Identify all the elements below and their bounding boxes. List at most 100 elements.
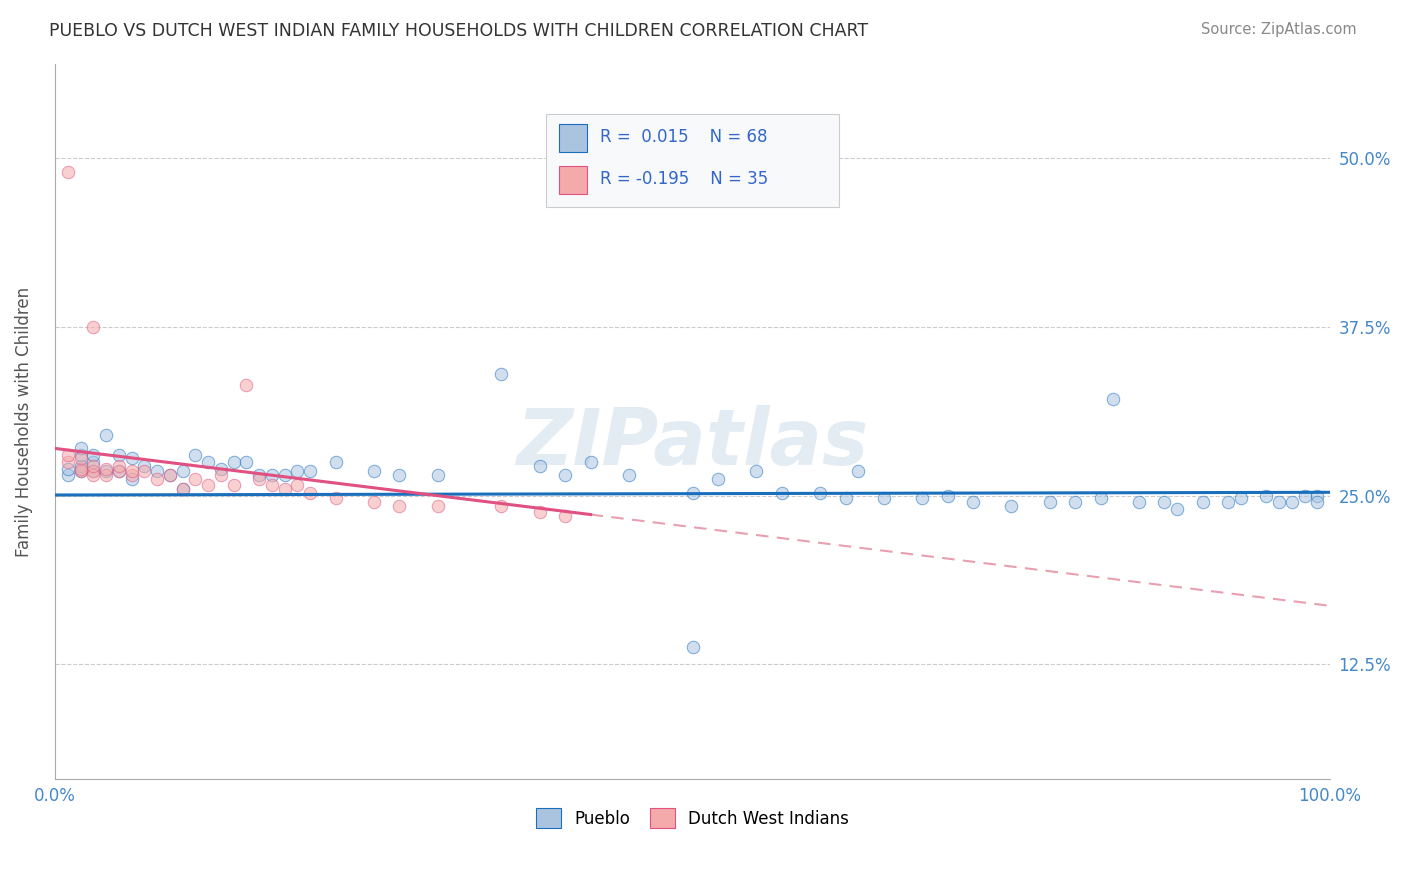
- Point: [260, 478, 283, 492]
- Point: [56, 455, 79, 469]
- Point: [184, 448, 207, 462]
- Point: [159, 468, 181, 483]
- Point: [56, 165, 79, 179]
- Point: [299, 486, 322, 500]
- Point: [529, 505, 551, 519]
- Point: [1102, 392, 1125, 406]
- Point: [1090, 491, 1112, 506]
- Text: R = -0.195    N = 35: R = -0.195 N = 35: [599, 170, 768, 188]
- Point: [235, 455, 257, 469]
- Text: PUEBLO VS DUTCH WEST INDIAN FAMILY HOUSEHOLDS WITH CHILDREN CORRELATION CHART: PUEBLO VS DUTCH WEST INDIAN FAMILY HOUSE…: [49, 22, 869, 40]
- Point: [82, 468, 104, 483]
- Point: [96, 464, 118, 478]
- Point: [159, 468, 181, 483]
- Point: [82, 320, 104, 334]
- Point: [247, 468, 270, 483]
- Point: [1000, 500, 1022, 514]
- Point: [69, 458, 91, 473]
- Point: [108, 464, 131, 478]
- Point: [247, 473, 270, 487]
- Point: [146, 464, 169, 478]
- Point: [197, 455, 219, 469]
- Point: [146, 473, 169, 487]
- Point: [1191, 495, 1213, 509]
- Point: [873, 491, 896, 506]
- Point: [69, 464, 91, 478]
- Point: [808, 486, 831, 500]
- Point: [617, 468, 640, 483]
- Point: [121, 450, 143, 465]
- Point: [121, 464, 143, 478]
- Point: [273, 482, 295, 496]
- Bar: [558, 166, 586, 194]
- Point: [134, 458, 156, 473]
- Point: [388, 468, 411, 483]
- Point: [426, 500, 449, 514]
- Point: [682, 486, 704, 500]
- Point: [529, 458, 551, 473]
- Text: Source: ZipAtlas.com: Source: ZipAtlas.com: [1201, 22, 1357, 37]
- Y-axis label: Family Households with Children: Family Households with Children: [15, 286, 32, 557]
- Point: [1039, 495, 1062, 509]
- Point: [682, 640, 704, 654]
- Point: [962, 495, 984, 509]
- Point: [363, 464, 385, 478]
- Point: [834, 491, 856, 506]
- Point: [69, 442, 91, 456]
- Point: [1256, 489, 1278, 503]
- Point: [1268, 495, 1291, 509]
- Point: [1128, 495, 1150, 509]
- Point: [260, 468, 283, 483]
- Point: [197, 478, 219, 492]
- Point: [82, 458, 104, 473]
- Point: [82, 464, 104, 478]
- Point: [82, 448, 104, 462]
- Point: [1306, 489, 1329, 503]
- Text: R =  0.015    N = 68: R = 0.015 N = 68: [599, 128, 768, 146]
- Point: [134, 464, 156, 478]
- Point: [82, 464, 104, 478]
- Point: [325, 455, 347, 469]
- Point: [69, 448, 91, 462]
- Point: [56, 468, 79, 483]
- Point: [1166, 502, 1188, 516]
- Point: [69, 450, 91, 465]
- Point: [554, 468, 576, 483]
- Point: [108, 448, 131, 462]
- Point: [1064, 495, 1087, 509]
- Point: [707, 473, 730, 487]
- Point: [273, 468, 295, 483]
- Point: [121, 468, 143, 483]
- Point: [1216, 495, 1239, 509]
- FancyBboxPatch shape: [546, 114, 839, 207]
- Point: [846, 464, 869, 478]
- Point: [108, 458, 131, 473]
- Point: [222, 455, 245, 469]
- Point: [745, 464, 768, 478]
- Point: [96, 468, 118, 483]
- Point: [96, 428, 118, 442]
- Point: [1294, 489, 1316, 503]
- Point: [69, 464, 91, 478]
- Point: [96, 461, 118, 475]
- Point: [491, 500, 513, 514]
- Legend: Pueblo, Dutch West Indians: Pueblo, Dutch West Indians: [529, 801, 856, 835]
- Point: [172, 482, 194, 496]
- Point: [184, 473, 207, 487]
- Point: [56, 461, 79, 475]
- Point: [235, 378, 257, 392]
- Point: [936, 489, 959, 503]
- Point: [1153, 495, 1175, 509]
- Point: [209, 461, 232, 475]
- Point: [56, 448, 79, 462]
- Point: [172, 482, 194, 496]
- Point: [121, 473, 143, 487]
- Point: [554, 508, 576, 523]
- Point: [172, 464, 194, 478]
- Point: [287, 478, 309, 492]
- Point: [209, 468, 232, 483]
- Point: [1230, 491, 1253, 506]
- Point: [69, 461, 91, 475]
- Point: [108, 464, 131, 478]
- Point: [1306, 495, 1329, 509]
